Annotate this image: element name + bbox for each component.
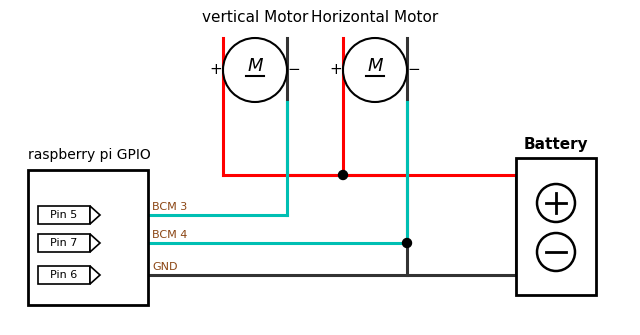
Text: raspberry pi GPIO: raspberry pi GPIO [28, 148, 151, 162]
Bar [38, 234, 90, 252]
Text: +: + [210, 63, 222, 77]
Polygon shape [90, 206, 100, 224]
Circle shape [223, 38, 287, 102]
Text: M: M [247, 57, 263, 75]
Bar [38, 206, 90, 224]
Text: BCM 3: BCM 3 [152, 202, 188, 212]
Text: Pin 7: Pin 7 [51, 238, 77, 248]
Bar [38, 266, 90, 284]
Circle shape [343, 38, 407, 102]
Text: −: − [287, 63, 300, 77]
Polygon shape [90, 266, 100, 284]
Text: Pin 5: Pin 5 [51, 210, 77, 220]
Text: Horizontal Motor: Horizontal Motor [312, 10, 438, 25]
Text: GND: GND [152, 262, 177, 272]
Text: Battery: Battery [524, 137, 588, 152]
Bar [28, 170, 148, 305]
Text: −: − [408, 63, 420, 77]
Text: +: + [330, 63, 342, 77]
Circle shape [339, 171, 348, 180]
Text: M: M [367, 57, 383, 75]
Bar [516, 158, 596, 295]
Circle shape [403, 239, 412, 248]
Polygon shape [90, 234, 100, 252]
Text: Pin 6: Pin 6 [51, 270, 77, 280]
Text: BCM 4: BCM 4 [152, 230, 188, 240]
Text: vertical Motor: vertical Motor [202, 10, 308, 25]
